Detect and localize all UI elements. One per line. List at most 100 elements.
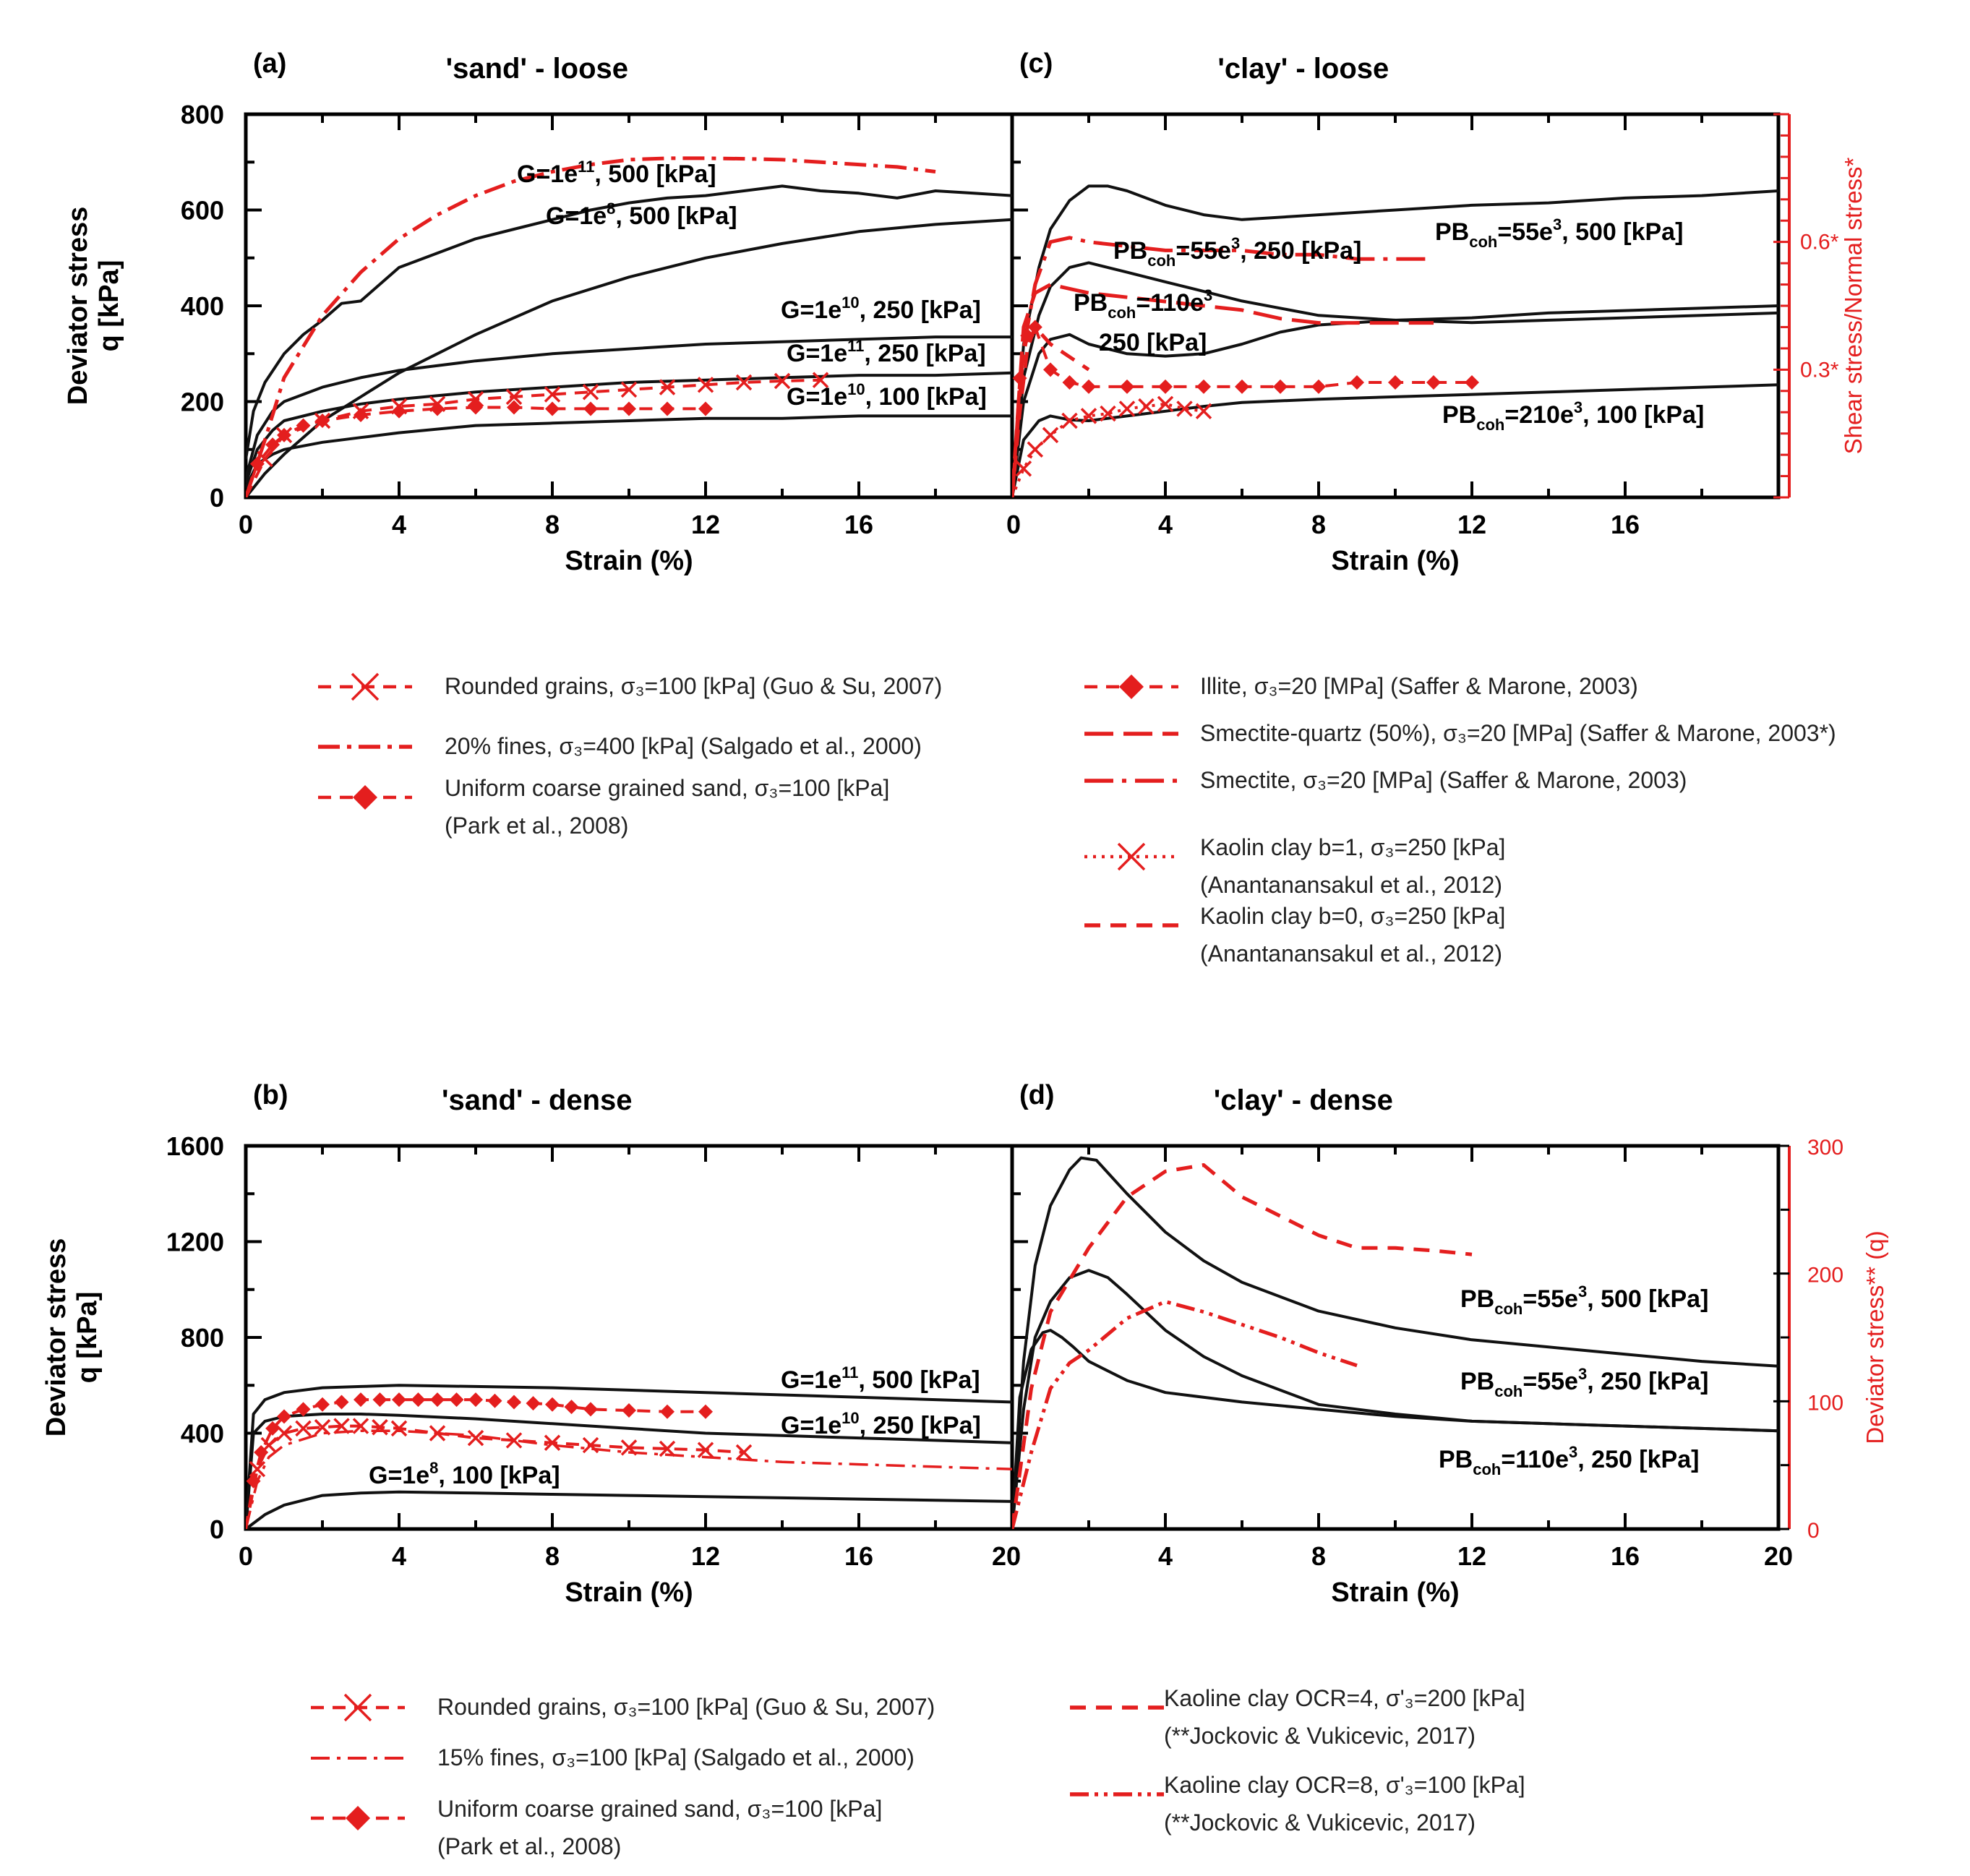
panel-a-series-5 [246, 156, 936, 497]
panel-a-series-4-line [246, 414, 1012, 489]
legend-bottom-left-text: Rounded grains, σ₃=100 [kPa] (Guo & Su, … [437, 1694, 935, 1720]
curve-label-tail2: , 100 [kPa] [1583, 401, 1704, 429]
legend-top-left: Rounded grains, σ₃=100 [kPa] (Guo & Su, … [318, 672, 942, 839]
legend-top-right-text: Kaolin clay b=0, σ₃=250 [kPa] [1200, 903, 1505, 929]
panel-c-series-6-point [1388, 375, 1402, 390]
curve-label-tail: , 250 [kPa] [864, 340, 985, 367]
curve-label-sup: 3 [1569, 1443, 1577, 1461]
panel-c-series-7-point [1138, 398, 1155, 415]
panel-a-series-6-point [697, 377, 714, 393]
panel-c-series-6-point [1158, 379, 1173, 394]
panel-b-series-4-point [295, 1420, 312, 1437]
panel-b-series-4-point [390, 1420, 408, 1437]
panel-c-curve-label: 250 [kPa] [1099, 329, 1207, 356]
panel-d-xtick-label: 20 [1764, 1541, 1793, 1571]
panel-d-series-3-line [1012, 1163, 1473, 1529]
data-series [246, 156, 1778, 1529]
legend-top-right-text: Smectite, σ₃=20 [MPa] (Saffer & Marone, … [1200, 767, 1687, 793]
panel-c-label: (c) [1019, 48, 1053, 79]
panel-d-right-ytick-label: 100 [1807, 1391, 1843, 1415]
panel-a-series-6-point [812, 372, 829, 388]
panel-c-series-5-line [1012, 236, 1434, 497]
panel-a-series-6-point [582, 384, 599, 401]
panel-b-ytick-label: 1200 [166, 1228, 224, 1257]
legend-top-right: Illite, σ₃=20 [MPa] (Saffer & Marone, 20… [1084, 673, 1836, 967]
panel-b-curve-label: G=1e11, 500 [kPa] [781, 1363, 980, 1394]
curve-label-main: PB [1442, 401, 1476, 429]
curve-label-tail: , 500 [kPa] [858, 1366, 980, 1394]
panel-b-series-5-point [372, 1392, 387, 1408]
curve-label-tail: =210e [1504, 401, 1574, 429]
panel-c-series-6-point [1120, 379, 1134, 394]
panel-c-curve-label: PBcoh=210e3, 100 [kPa] [1442, 398, 1704, 434]
panel-a-series-6-point [467, 390, 484, 408]
legend-top-left-sample-marker [353, 785, 377, 810]
panel-c-series-8-line [1012, 325, 1090, 497]
panel-d-right-ylabel: Deviator stress** (q) [1862, 1230, 1888, 1444]
panel-c-series-7-point [1176, 401, 1193, 417]
panel-a-curve-label: G=1e8, 500 [kPa] [546, 200, 737, 230]
panel-c-series-6-point [1027, 320, 1042, 335]
curve-label-tail: =55e [1523, 1285, 1578, 1313]
curve-label-main: PB [1439, 1446, 1473, 1473]
panel-c-series-3-line [1012, 383, 1778, 497]
panel-d-frame [1010, 1144, 1781, 1531]
panel-a-ytick-label: 0 [210, 483, 224, 513]
panel-b-series-5-point [354, 1392, 368, 1408]
panel-c-series-0 [1012, 184, 1778, 497]
legend-bottom-left-sample-marker [343, 1693, 372, 1722]
panel-b-series-5-point [411, 1392, 426, 1408]
curve-label-sup: 3 [1578, 1282, 1587, 1301]
panel-b-series-5 [246, 1392, 713, 1529]
curve-label-tail: , 100 [kPa] [438, 1462, 560, 1489]
curve-label-sup: 3 [1204, 286, 1212, 304]
panel-c-series-7 [1012, 395, 1212, 497]
panel-b-ytick-label: 800 [181, 1323, 224, 1353]
panel-c-series-6-point [1062, 375, 1077, 390]
panel-b-series-5-point [507, 1395, 521, 1410]
panel-b-series-4-point [659, 1440, 676, 1457]
legend-top-right-text-2: (Anantanansakul et al., 2012) [1200, 872, 1502, 898]
panel-a-ytick-label: 600 [181, 196, 224, 226]
panel-d-label: (d) [1019, 1080, 1055, 1110]
panel-c-series-7-point [1195, 403, 1212, 419]
panel-b-series-5-point [622, 1403, 636, 1418]
legend-bottom-left-text: Uniform coarse grained sand, σ₃=100 [kPa… [437, 1796, 882, 1822]
panel-a-series-0 [246, 184, 1012, 460]
panel-b-series-4-point [372, 1418, 388, 1436]
panel-a-title: 'sand' - loose [446, 53, 628, 85]
panel-b-series-3 [246, 1429, 1012, 1529]
panel-c-series-6-point [1426, 375, 1441, 390]
panel-a-series-7-point [430, 401, 445, 416]
panel-a-series-7-point [277, 427, 291, 442]
curve-label-main: PB [1435, 218, 1469, 246]
panel-b-series-5-point [246, 1473, 261, 1489]
panel-a-series [246, 156, 1012, 497]
curve-label-tail: , 100 [kPa] [865, 383, 987, 411]
panel-b-curve-label: G=1e8, 100 [kPa] [369, 1459, 560, 1489]
panel-b-series-5-point [660, 1404, 674, 1419]
panel-c-series-7-point [1015, 461, 1032, 477]
curve-label-sup: 3 [1553, 215, 1562, 234]
panel-d-xtick-label: 16 [1611, 1541, 1640, 1571]
curve-label-sup: 3 [1578, 1365, 1587, 1383]
panel-b-series-0-line [246, 1384, 1012, 1529]
panel-c-curve-label: PBcoh=55e3, 500 [kPa] [1435, 215, 1683, 251]
curve-label-tail: , 500 [kPa] [594, 160, 716, 188]
panel-b-series-4-point [582, 1436, 599, 1454]
curve-label-tail2: , 250 [kPa] [1577, 1446, 1699, 1473]
legend-bottom-right-text-2: (**Jockovic & Vukicevic, 2017) [1164, 1809, 1476, 1836]
panel-b-series-0 [246, 1384, 1012, 1529]
panel-b-frame [244, 1144, 1014, 1531]
panel-c-xtick-label: 12 [1457, 510, 1486, 539]
panel-b-series-4-point [697, 1442, 714, 1458]
curve-label-sub: coh [1494, 1382, 1523, 1400]
panel-c-series-6-point [1043, 362, 1058, 377]
panel-b-series-4-point [352, 1418, 369, 1434]
legend-top-left-text-2: (Park et al., 2008) [445, 813, 628, 839]
curve-label-tail2: , 250 [kPa] [1587, 1368, 1708, 1395]
curve-label-sub: coh [1147, 252, 1175, 270]
panel-a-ylabel-line2: q [kPa] [94, 260, 124, 352]
panel-c-series-0-line [1012, 184, 1778, 497]
panel-b-series-5-point [487, 1393, 502, 1408]
